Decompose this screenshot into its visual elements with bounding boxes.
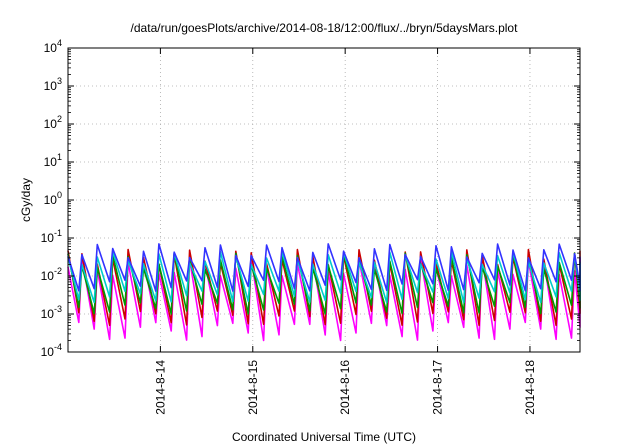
y-tick-label: 10-4 [41,342,62,359]
y-tick-label: 100 [44,190,62,207]
y-tick-label: 103 [44,76,62,93]
x-tick-label: 2014-8-17 [431,360,445,415]
y-tick-label: 10-1 [41,228,62,245]
y-tick-label: 10-2 [41,266,62,283]
x-tick-label: 2014-8-16 [338,360,352,415]
chart-title: /data/run/goesPlots/archive/2014-08-18/1… [131,21,519,35]
y-axis-label: cGy/day [19,178,33,222]
y-tick-label: 101 [44,152,62,169]
y-tick-label: 10-3 [41,304,62,321]
x-axis-label: Coordinated Universal Time (UTC) [232,430,416,444]
series-line [67,243,581,292]
x-tick-label: 2014-8-14 [153,360,167,415]
y-axis: 10-4 10-3 10-2 10-1 100 101 102 103 104 [41,38,580,359]
x-tick-label: 2014-8-18 [523,360,537,415]
y-tick-label: 102 [44,114,62,131]
series-group [67,243,581,342]
x-axis: 2014-8-14 2014-8-15 2014-8-16 2014-8-17 2014… [153,48,537,415]
x-tick-label: 2014-8-15 [246,360,260,415]
y-tick-label: 104 [44,38,62,55]
